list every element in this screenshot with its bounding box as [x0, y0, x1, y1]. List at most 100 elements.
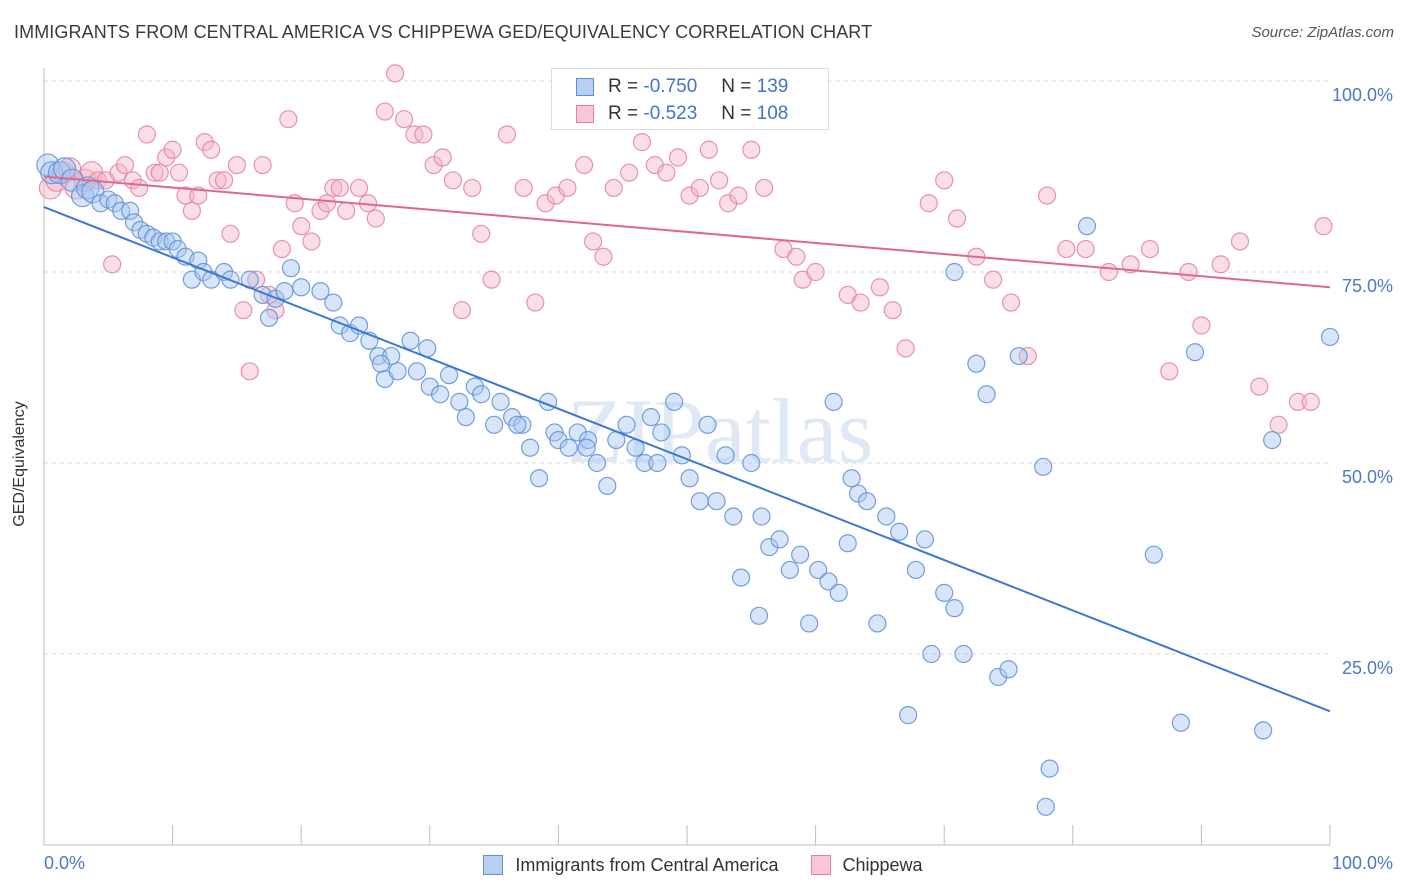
point-chippewa	[935, 171, 954, 190]
point-central-america	[890, 522, 909, 541]
point-central-america	[954, 644, 973, 664]
point-central-america	[382, 346, 401, 366]
point-central-america	[690, 492, 709, 511]
point-chippewa	[742, 140, 761, 159]
point-central-america	[760, 537, 779, 557]
trend-line-central-america	[43, 206, 1331, 713]
point-central-america	[915, 530, 935, 549]
point-chippewa	[1288, 392, 1307, 411]
point-chippewa	[375, 102, 394, 121]
point-chippewa	[272, 239, 292, 259]
point-central-america	[1009, 346, 1028, 366]
point-chippewa	[385, 64, 405, 83]
point-chippewa	[109, 163, 128, 182]
point-chippewa	[983, 270, 1003, 289]
point-central-america	[652, 423, 671, 442]
point-central-america	[617, 415, 636, 434]
point-central-america	[121, 201, 140, 220]
point-central-america	[635, 453, 654, 473]
point-central-america	[819, 572, 838, 591]
point-central-america	[989, 667, 1008, 687]
point-chippewa	[1140, 239, 1160, 259]
point-chippewa	[130, 178, 149, 198]
point-central-america	[906, 560, 926, 580]
point-central-america	[1320, 327, 1340, 347]
point-central-america	[549, 430, 568, 450]
point-central-america	[150, 232, 169, 251]
x-tick-label: 0.0%	[44, 853, 85, 873]
legend-swatch-pink	[576, 105, 594, 123]
point-central-america	[578, 430, 598, 450]
point-chippewa	[514, 178, 533, 198]
point-chippewa	[292, 217, 311, 236]
point-chippewa	[919, 194, 938, 213]
legend-swatch-blue	[483, 855, 504, 875]
legend-row-chippewa: R = -0.523 N = 108	[576, 102, 788, 126]
point-chippewa	[433, 148, 452, 167]
point-chippewa	[145, 163, 164, 182]
point-chippewa	[1301, 392, 1320, 411]
point-chippewa	[787, 247, 806, 266]
point-chippewa	[103, 255, 122, 274]
point-chippewa	[1179, 262, 1198, 282]
point-central-america	[1254, 721, 1273, 740]
point-chippewa	[253, 155, 272, 175]
y-tick-label: 25.0%	[1342, 658, 1393, 678]
point-chippewa	[1037, 186, 1057, 205]
point-central-america	[868, 614, 887, 633]
legend-swatch-blue	[576, 78, 594, 96]
point-chippewa	[806, 262, 825, 282]
y-tick-label: 100.0%	[1332, 85, 1393, 105]
legend-item-chippewa[interactable]: Chippewa	[810, 855, 923, 876]
point-central-america	[189, 251, 208, 270]
point-chippewa	[755, 178, 774, 198]
point-chippewa	[1057, 239, 1076, 259]
point-chippewa	[482, 270, 501, 289]
point-central-america	[1034, 457, 1053, 476]
point-chippewa	[163, 140, 182, 159]
point-chippewa	[1314, 217, 1333, 236]
point-chippewa	[337, 201, 356, 220]
legend-row-central-america: R = -0.750 N = 139	[576, 75, 788, 99]
point-chippewa	[195, 133, 214, 152]
point-central-america	[922, 644, 941, 664]
point-central-america	[521, 438, 540, 457]
point-chippewa	[349, 178, 369, 198]
n-value-central-america: 139	[756, 76, 789, 97]
point-central-america	[945, 262, 964, 282]
point-central-america	[420, 377, 439, 396]
point-chippewa	[182, 201, 201, 220]
point-central-america	[945, 599, 964, 618]
point-central-america	[275, 282, 294, 301]
point-central-america	[568, 423, 587, 442]
point-chippewa	[366, 209, 385, 228]
point-central-america	[292, 278, 311, 297]
point-chippewa	[302, 232, 321, 251]
point-central-america	[450, 392, 469, 411]
point-central-america	[401, 331, 420, 350]
point-central-america	[809, 560, 828, 580]
point-chippewa	[699, 140, 718, 159]
point-central-america	[559, 438, 578, 457]
point-chippewa	[137, 125, 156, 144]
point-chippewa	[443, 171, 463, 190]
point-chippewa	[620, 163, 639, 182]
point-central-america	[577, 438, 596, 457]
y-tick-label: 75.0%	[1342, 276, 1393, 296]
point-central-america	[648, 453, 667, 473]
point-chippewa	[657, 163, 676, 182]
point-chippewa	[221, 224, 240, 243]
point-central-america	[935, 583, 954, 602]
r-value-chippewa: -0.523	[643, 103, 698, 124]
legend-item-central-america[interactable]: Immigrants from Central America	[483, 854, 779, 876]
point-central-america	[800, 614, 819, 633]
point-chippewa	[472, 224, 491, 243]
point-chippewa	[851, 293, 870, 312]
point-chippewa	[1269, 415, 1288, 434]
point-central-america	[1185, 343, 1205, 362]
source-label: Source: ZipAtlas.com	[1251, 24, 1394, 41]
point-central-america	[731, 568, 751, 587]
point-central-america	[977, 385, 996, 404]
legend-label-central-america: Immigrants from Central America	[515, 854, 779, 875]
